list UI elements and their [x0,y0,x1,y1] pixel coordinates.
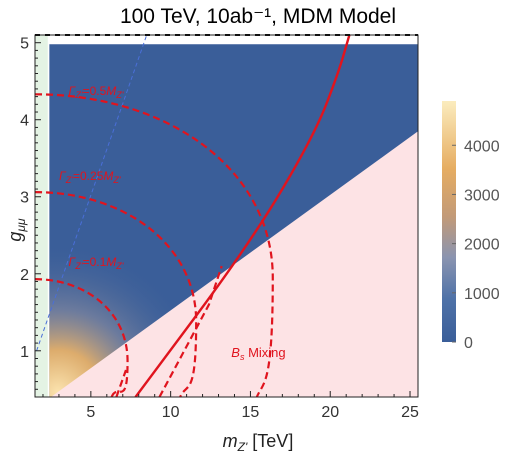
width-label-0: ΓZ'=0.1MZ' [69,255,124,271]
x-tick-label-15: 15 [242,404,260,421]
cb-tick-label-3000: 3000 [464,187,500,204]
width-label-2: ΓZ'=0.5MZ' [69,84,124,100]
cb-tick-label-4000: 4000 [464,138,500,155]
x-axis-symbol: m [223,431,238,451]
chart-title: 100 TeV, 10ab⁻¹, MDM Model [120,5,396,28]
cb-tick-label-1000: 1000 [464,286,500,303]
dashed-contour-lower-1 [158,265,223,397]
x-tick-label-25: 25 [401,404,419,421]
solid-contour [134,35,351,397]
x-ticks: 5 10 15 20 25 [42,391,419,421]
width-contour-2 [35,93,274,397]
x-axis-label: mZ' [TeV] [223,431,294,454]
cb-tick-label-2000: 2000 [464,237,500,254]
y-tick-label-3: 3 [20,190,29,207]
y-tick-label-4: 4 [20,113,29,130]
x-tick-label-20: 20 [321,404,339,421]
bs-mixing-excluded-region [35,131,418,397]
contour-group [35,35,351,397]
annotations: ΓZ'=0.1MZ' ΓZ'=0.25MZ' ΓZ'=0.5MZ' Bs Mixing [59,84,286,362]
plot-area [35,35,418,397]
x-tick-label-10: 10 [162,404,180,421]
width-contour-1 [35,191,198,397]
y-tick-label-2: 2 [20,267,29,284]
y-axis-label: gμμ [5,218,28,242]
x-tick-label-5: 5 [86,404,95,421]
colorbar-ticks: 0 1000 2000 3000 4000 [452,138,500,352]
y-tick-label-1: 1 [20,344,29,361]
y-axis-subscript: μμ [14,218,28,233]
low-mass-strip [35,35,48,397]
cb-tick-label-0: 0 [464,335,473,352]
y-axis-symbol: g [5,232,25,242]
y-ticks: 1 2 3 4 5 [20,36,41,390]
dashed-contour-lower-0 [115,369,127,397]
y-tick-label-5: 5 [20,36,29,53]
colorbar [442,101,456,342]
bs-mixing-label: Bs Mixing [231,345,285,362]
x-axis-subscript: Z' [237,440,248,454]
width-contour-0 [35,278,129,397]
x-axis-unit: [TeV] [247,431,293,451]
width-label-1: ΓZ'=0.25MZ' [59,169,121,185]
